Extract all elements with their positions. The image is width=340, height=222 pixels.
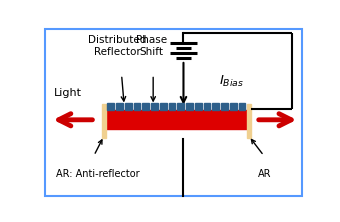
Text: AR: AR [258, 168, 272, 178]
Bar [160, 103, 167, 110]
Bar [212, 103, 219, 110]
Bar [204, 103, 210, 110]
Bar [102, 103, 106, 138]
Bar [177, 103, 184, 110]
Text: AR: Anti-reflector: AR: Anti-reflector [56, 168, 140, 178]
Text: Light: Light [53, 88, 82, 98]
Bar [221, 103, 228, 110]
Bar [142, 103, 149, 110]
Bar [107, 103, 114, 110]
Bar [239, 103, 245, 110]
Bar [169, 103, 175, 110]
Bar [151, 103, 158, 110]
Bar [186, 103, 193, 110]
Bar [116, 103, 123, 110]
Bar [195, 103, 202, 110]
Bar [125, 103, 132, 110]
Bar [247, 103, 251, 138]
Bar [230, 103, 237, 110]
Text: Phase
Shift: Phase Shift [136, 35, 167, 57]
Bar [134, 103, 140, 110]
Text: $\mathit{I}_{\mathit{Bias}}$: $\mathit{I}_{\mathit{Bias}}$ [219, 74, 244, 89]
Text: Distributed
Reflector: Distributed Reflector [88, 35, 147, 57]
Bar [106, 110, 247, 129]
